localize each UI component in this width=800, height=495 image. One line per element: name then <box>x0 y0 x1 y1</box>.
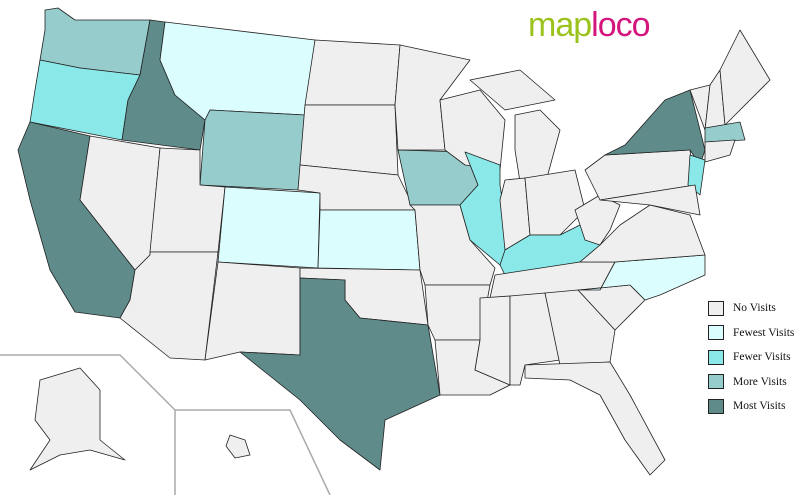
legend-swatch <box>708 325 724 341</box>
state-ma[interactable] <box>704 121 746 143</box>
legend-item-fewest: Fewest Visits <box>708 321 794 346</box>
state-ks[interactable] <box>317 209 421 271</box>
state-nm[interactable] <box>204 261 301 361</box>
inset-border <box>0 354 176 495</box>
legend: No Visits Fewest Visits Fewer Visits Mor… <box>708 296 794 419</box>
state-wy[interactable] <box>199 109 306 191</box>
legend-swatch <box>708 398 724 414</box>
state-oh[interactable] <box>524 169 586 236</box>
legend-item-most: Most Visits <box>708 394 794 419</box>
state-ms[interactable] <box>474 295 511 386</box>
state-nd[interactable] <box>304 39 401 106</box>
state-va[interactable] <box>579 204 706 263</box>
state-fl[interactable] <box>524 361 666 476</box>
legend-swatch <box>708 374 724 390</box>
legend-item-fewer: Fewer Visits <box>708 345 794 370</box>
state-sd[interactable] <box>299 104 399 176</box>
state-tx[interactable] <box>239 277 441 471</box>
legend-item-none: No Visits <box>708 296 794 321</box>
state-ny[interactable] <box>604 89 706 166</box>
state-hi[interactable] <box>225 434 251 459</box>
legend-swatch <box>708 349 724 365</box>
legend-item-more: More Visits <box>708 370 794 395</box>
inset-border <box>175 409 331 495</box>
state-az[interactable] <box>119 251 219 361</box>
state-co[interactable] <box>217 186 321 269</box>
state-mi[interactable] <box>469 69 556 111</box>
state-nj[interactable] <box>687 154 706 196</box>
state-ak[interactable] <box>29 367 126 471</box>
state-me[interactable] <box>719 29 771 126</box>
state-md[interactable] <box>599 184 701 216</box>
state-ga[interactable] <box>544 289 616 366</box>
legend-swatch <box>708 300 724 316</box>
maploco-logo: maploco <box>528 6 651 44</box>
state-ct[interactable] <box>704 139 736 163</box>
